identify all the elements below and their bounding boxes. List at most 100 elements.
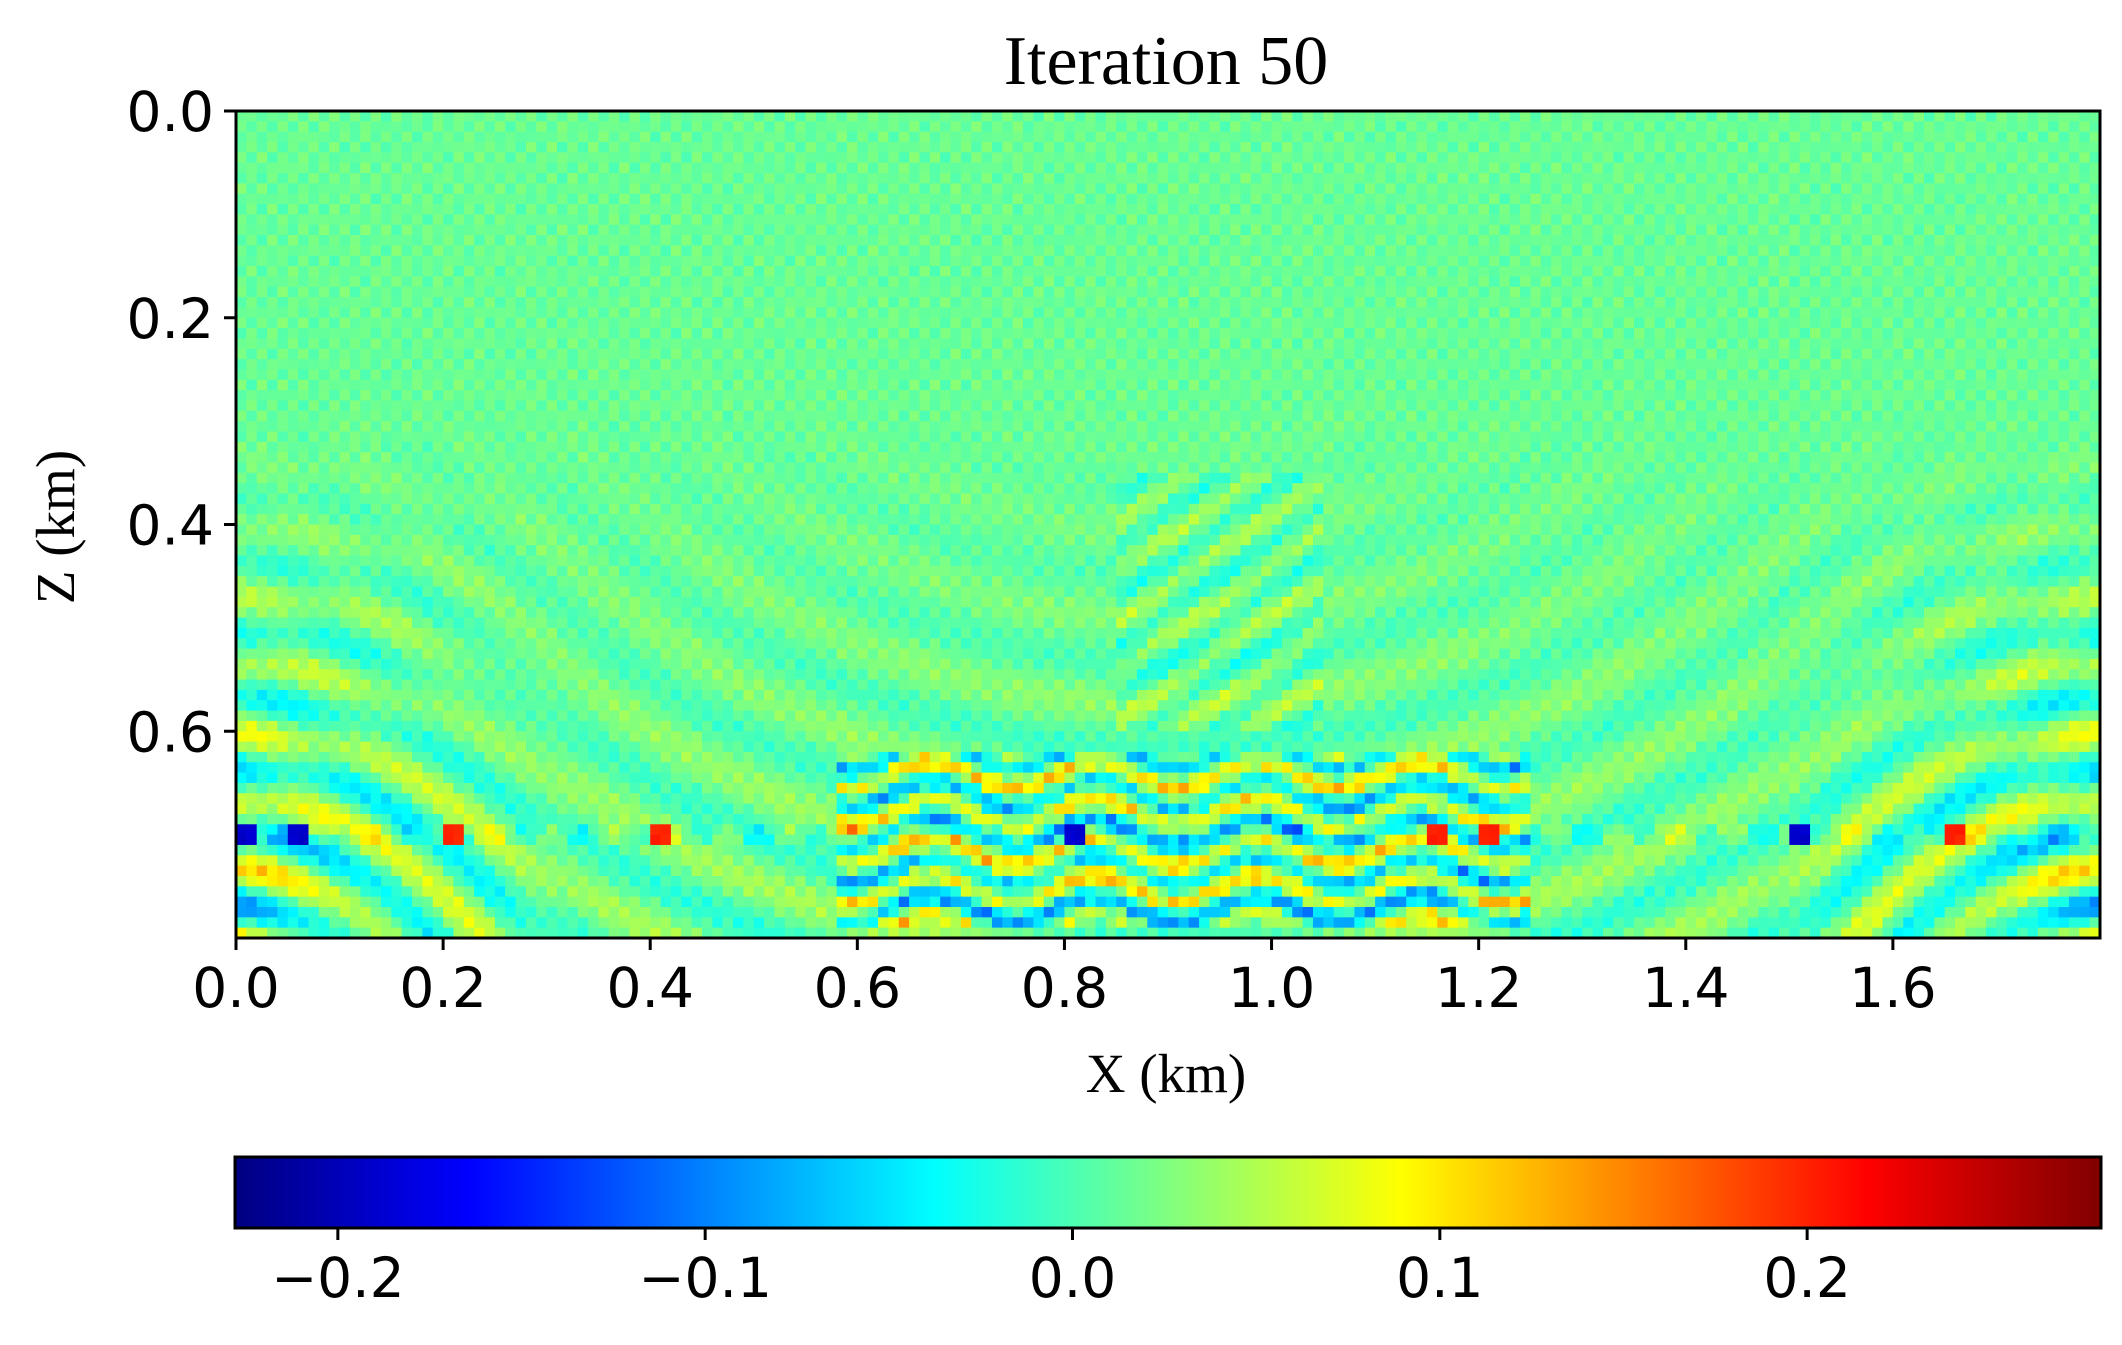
- heatmap-cell: [236, 307, 247, 319]
- heatmap-cell: [743, 204, 755, 215]
- heatmap-cell: [1861, 348, 1873, 360]
- heatmap-cell: [753, 317, 765, 329]
- heatmap-cell: [236, 286, 247, 298]
- heatmap-cell: [1955, 183, 1966, 195]
- heatmap-cell: [1095, 173, 1107, 184]
- heatmap-cell: [1136, 348, 1148, 360]
- heatmap-cell: [474, 131, 486, 143]
- heatmap-cell: [246, 142, 258, 153]
- heatmap-cell: [1923, 183, 1935, 195]
- heatmap-cell: [1913, 245, 1925, 257]
- heatmap-cell: [1426, 131, 1438, 143]
- heatmap-cell: [1582, 214, 1594, 226]
- heatmap-cell: [494, 131, 506, 143]
- heatmap-cell: [681, 245, 693, 257]
- heatmap-cell: [401, 183, 413, 195]
- heatmap-cell: [1447, 390, 1459, 402]
- heatmap-cell: [1634, 224, 1645, 236]
- heatmap-cell: [1023, 348, 1034, 360]
- heatmap-cell: [1478, 214, 1490, 226]
- heatmap-cell: [1675, 286, 1687, 298]
- heatmap-cell: [1696, 338, 1708, 350]
- heatmap-cell: [1002, 193, 1014, 205]
- heatmap-cell: [960, 338, 972, 350]
- heatmap-cell: [308, 173, 320, 184]
- heatmap-cell: [1395, 183, 1407, 195]
- heatmap-cell: [401, 348, 413, 360]
- heatmap-cell: [1364, 173, 1376, 184]
- heatmap-cell: [588, 297, 600, 309]
- heatmap-cell: [743, 214, 755, 226]
- heatmap-cell: [1872, 338, 1884, 350]
- heatmap-cell: [287, 297, 299, 309]
- heatmap-cell: [1312, 297, 1324, 309]
- heatmap-cell: [1426, 369, 1438, 381]
- heatmap-cell: [1292, 348, 1304, 360]
- heatmap-cell: [1861, 359, 1873, 371]
- heatmap-cell: [1706, 162, 1718, 174]
- chart-title: Iteration 50: [1004, 23, 1329, 100]
- heatmap-cell: [919, 111, 931, 122]
- heatmap-cell: [463, 286, 475, 298]
- heatmap-cell: [339, 111, 351, 122]
- heatmap-cell: [1261, 390, 1273, 402]
- heatmap-cell: [236, 266, 247, 277]
- heatmap-cell: [339, 297, 351, 309]
- heatmap-cell: [2017, 276, 2029, 288]
- heatmap-cell: [598, 162, 610, 174]
- heatmap-cell: [1074, 338, 1086, 350]
- heatmap-cell: [2089, 131, 2100, 143]
- heatmap-cell: [1665, 379, 1677, 391]
- heatmap-cell: [1602, 152, 1614, 164]
- heatmap-cell: [1406, 152, 1418, 164]
- heatmap-cell: [588, 266, 600, 277]
- heatmap-cell: [1789, 297, 1801, 309]
- heatmap-cell: [1623, 131, 1635, 143]
- heatmap-cell: [1996, 193, 2008, 205]
- heatmap-cell: [391, 328, 403, 340]
- heatmap-cell: [588, 390, 600, 402]
- heatmap-cell: [1054, 214, 1066, 226]
- heatmap-cell: [236, 214, 247, 226]
- heatmap-cell: [1271, 390, 1283, 402]
- heatmap-cell: [940, 224, 952, 236]
- heatmap-cell: [1168, 245, 1179, 257]
- heatmap-cell: [267, 224, 279, 236]
- heatmap-cell: [256, 204, 268, 215]
- heatmap-cell: [650, 142, 662, 153]
- heatmap-cell: [557, 266, 568, 277]
- heatmap-cell: [588, 111, 600, 122]
- heatmap-cell: [1841, 121, 1853, 133]
- heatmap-cell: [1136, 131, 1148, 143]
- heatmap-cell: [412, 255, 423, 267]
- heatmap-cell: [1872, 328, 1884, 340]
- heatmap-cell: [246, 276, 258, 288]
- heatmap-cell: [1623, 369, 1635, 381]
- heatmap-cell: [1613, 111, 1625, 122]
- heatmap-cell: [1105, 328, 1117, 340]
- heatmap-cell: [1841, 131, 1853, 143]
- heatmap-cell: [733, 276, 745, 288]
- heatmap-cell: [339, 173, 351, 184]
- heatmap-cell: [567, 348, 579, 360]
- heatmap-cell: [1095, 245, 1107, 257]
- heatmap-cell: [1157, 121, 1169, 133]
- heatmap-cell: [536, 359, 548, 371]
- heatmap-cell: [474, 307, 486, 319]
- heatmap-cell: [764, 235, 776, 246]
- heatmap-cell: [1499, 111, 1511, 122]
- heatmap-cell: [2017, 255, 2029, 267]
- heatmap-cell: [267, 317, 279, 329]
- heatmap-cell: [1882, 379, 1894, 391]
- heatmap-cell: [1312, 235, 1324, 246]
- heatmap-cell: [567, 276, 579, 288]
- heatmap-cell: [298, 348, 310, 360]
- heatmap-cell: [2058, 266, 2070, 277]
- heatmap-cell: [1209, 131, 1221, 143]
- heatmap-cell: [1457, 245, 1469, 257]
- heatmap-cell: [256, 359, 268, 371]
- heatmap-cell: [1903, 245, 1915, 257]
- heatmap-cell: [1892, 338, 1904, 350]
- heatmap-cell: [981, 183, 993, 195]
- heatmap-cell: [588, 183, 600, 195]
